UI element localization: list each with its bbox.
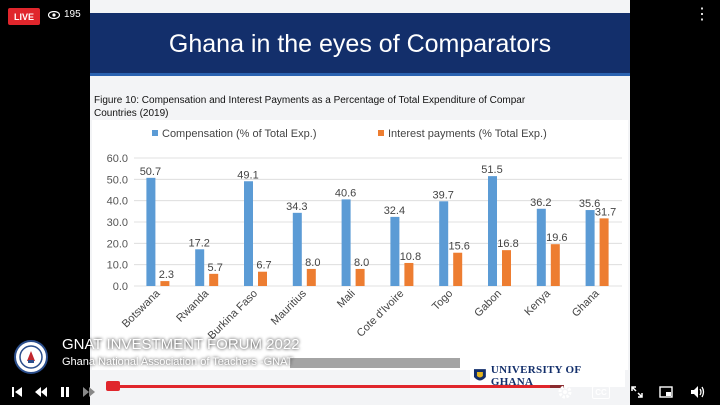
slide-title: Ghana in the eyes of Comparators [168, 29, 552, 58]
data-label: 2.3 [159, 269, 174, 281]
bar [599, 218, 609, 286]
data-label: 50.7 [140, 166, 161, 178]
bar-chart: Compensation (% of Total Exp.) Interest p… [107, 128, 622, 342]
data-label: 49.1 [237, 169, 258, 181]
y-tick-label: 50.0 [107, 174, 128, 186]
rewind-icon[interactable] [32, 383, 50, 401]
presentation-slide: Ghana in the eyes of Comparators Figure … [90, 0, 630, 405]
stream-subtitle: Ghana National Association of Teachers -… [62, 356, 294, 368]
data-label: 8.0 [305, 257, 320, 269]
y-tick-label: 10.0 [107, 260, 128, 272]
settings-icon[interactable] [555, 382, 575, 402]
x-tick-label: Gabon [472, 288, 504, 320]
data-label: 40.6 [335, 187, 356, 199]
channel-avatar[interactable] [14, 340, 48, 374]
data-label: 31.7 [595, 206, 616, 218]
data-label: 16.8 [497, 238, 518, 250]
pause-icon[interactable] [56, 383, 74, 401]
expand-icon[interactable] [628, 383, 646, 401]
bar [439, 201, 449, 286]
bar [209, 273, 219, 286]
bar [355, 268, 365, 286]
caption-strip [290, 358, 460, 368]
live-badge: LIVE [8, 8, 40, 25]
slide-header: Ghana in the eyes of Comparators [90, 13, 630, 75]
data-label: 51.5 [481, 164, 502, 176]
closed-captions-icon[interactable]: CC [590, 383, 612, 401]
fast-forward-icon[interactable] [80, 383, 98, 401]
figure-caption: Figure 10: Compensation and Interest Pay… [94, 94, 630, 120]
closed-captions-label: CC [592, 385, 610, 399]
bar [488, 176, 497, 286]
x-tick-label: Mauritius [269, 287, 309, 327]
data-label: 17.2 [188, 237, 209, 249]
data-label: 34.3 [286, 201, 307, 213]
data-label: 5.7 [208, 262, 223, 274]
bar [258, 271, 267, 286]
y-tick-label: 20.0 [107, 238, 128, 250]
more-vertical-icon[interactable]: ⋮ [694, 6, 710, 23]
y-tick-label: 0.0 [113, 281, 128, 293]
bar [404, 262, 414, 286]
x-tick-label: Mali [335, 288, 358, 311]
x-tick-label: Ghana [570, 287, 602, 319]
x-tick-label: Cote d'Ivoire [355, 288, 407, 340]
y-tick-label: 40.0 [107, 196, 128, 208]
data-label: 8.0 [354, 257, 369, 269]
x-tick-label: Rwanda [174, 287, 212, 325]
progress-fill [108, 385, 551, 388]
slide-header-divider [90, 73, 630, 76]
university-logo: UNIVERSITY OF GHANA [470, 364, 625, 388]
skip-previous-icon[interactable] [8, 383, 26, 401]
university-crest-icon [473, 369, 486, 381]
data-label: 36.2 [530, 197, 551, 209]
legend-swatch [152, 130, 158, 136]
bar [536, 208, 546, 286]
bar [550, 244, 560, 286]
figure-caption-line2: Countries (2019) [94, 108, 169, 119]
bar [585, 210, 595, 286]
data-label: 15.6 [448, 241, 469, 253]
live-marker [106, 381, 120, 391]
viewer-count: 195 [48, 9, 81, 20]
data-label: 6.7 [256, 260, 271, 272]
bar [244, 181, 253, 286]
data-label: 32.4 [384, 205, 405, 217]
player-controls: CC [0, 380, 720, 405]
data-label: 10.8 [400, 251, 421, 263]
x-tick-label: Togo [430, 288, 455, 313]
legend-swatch [378, 130, 384, 136]
y-tick-label: 60.0 [107, 153, 128, 165]
x-tick-label: Kenya [522, 287, 553, 318]
legend-label: Compensation (% of Total Exp.) [162, 128, 316, 140]
legend-label: Interest payments (% Total Exp.) [388, 128, 547, 140]
x-tick-label: Botswana [120, 287, 163, 330]
y-tick-label: 30.0 [107, 217, 128, 229]
volume-icon[interactable] [688, 383, 708, 401]
data-label: 39.7 [432, 189, 453, 201]
figure-caption-line1: Figure 10: Compensation and Interest Pay… [94, 95, 526, 106]
bar [453, 252, 463, 286]
bar [502, 250, 511, 286]
picture-in-picture-icon[interactable] [656, 383, 676, 401]
gnat-crest-icon [19, 345, 43, 369]
bar [292, 212, 302, 286]
bar [341, 199, 351, 286]
eye-icon [48, 10, 60, 19]
bar [195, 249, 205, 286]
bar [306, 268, 316, 286]
chart-panel: Compensation (% of Total Exp.) Interest p… [92, 120, 628, 370]
bar [390, 216, 400, 286]
bar [146, 177, 156, 286]
data-label: 19.6 [546, 232, 567, 244]
x-tick-label: Burkina Faso [206, 288, 260, 342]
viewer-count-value: 195 [64, 9, 81, 20]
stream-title: GNAT INVESTMENT FORUM 2022 [62, 336, 300, 353]
data-label: 35.6 [579, 198, 600, 210]
bar [160, 281, 170, 286]
